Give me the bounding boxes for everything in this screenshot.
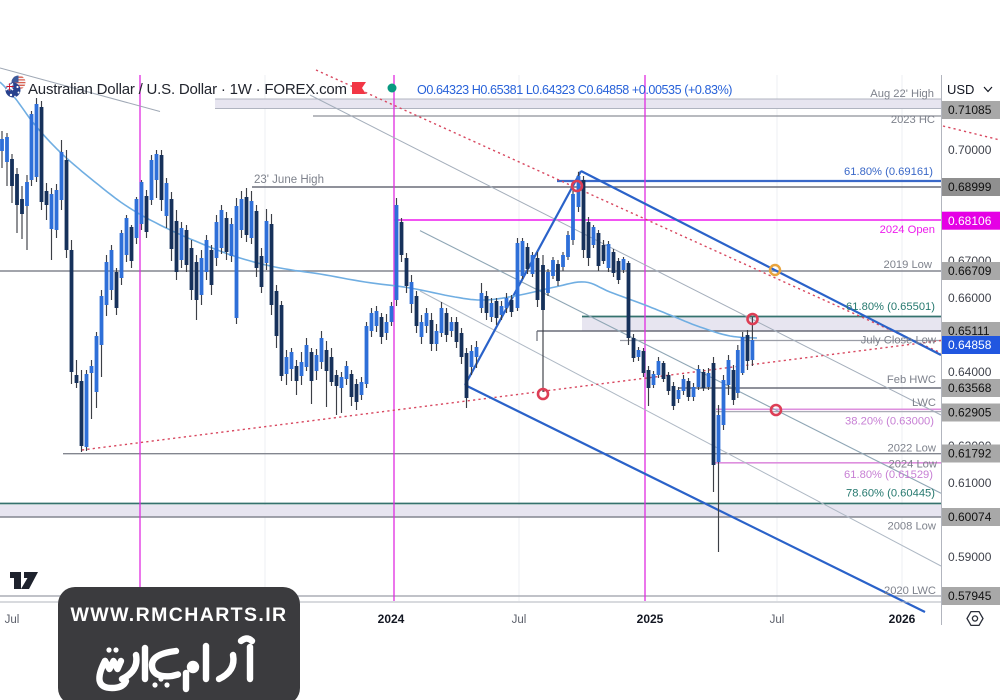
- svg-text:LWC: LWC: [912, 397, 936, 409]
- svg-text:2024 Open: 2024 Open: [880, 224, 935, 236]
- svg-text:2026: 2026: [889, 612, 916, 626]
- svg-text:0.68106: 0.68106: [948, 214, 992, 228]
- svg-text:0.62905: 0.62905: [948, 406, 992, 420]
- svg-text:Aug 22' High: Aug 22' High: [870, 88, 934, 100]
- svg-text:0.66000: 0.66000: [948, 291, 992, 305]
- svg-text:July Close Low: July Close Low: [861, 335, 937, 347]
- svg-text:0.68999: 0.68999: [948, 180, 992, 194]
- svg-text:USD: USD: [947, 82, 974, 97]
- svg-text:0.70000: 0.70000: [948, 143, 992, 157]
- svg-text:0.61000: 0.61000: [948, 476, 992, 490]
- svg-text:2023 HC: 2023 HC: [891, 114, 935, 126]
- svg-text:Jul: Jul: [770, 614, 785, 626]
- svg-text:0.71085: 0.71085: [948, 103, 992, 117]
- svg-text:O0.64323 H0.65381 L0.64323 C0.: O0.64323 H0.65381 L0.64323 C0.64858 +0.0…: [417, 83, 732, 97]
- svg-text:2022 Low: 2022 Low: [887, 443, 936, 455]
- svg-text:0.60074: 0.60074: [948, 510, 992, 524]
- svg-text:61.80% (0.69161): 61.80% (0.69161): [844, 166, 933, 178]
- svg-text:Jul: Jul: [512, 614, 527, 626]
- svg-text:2024 Low: 2024 Low: [888, 459, 937, 471]
- svg-text:0.63568: 0.63568: [948, 381, 992, 395]
- svg-text:0.57945: 0.57945: [948, 589, 992, 603]
- svg-text:61.80% (0.65501): 61.80% (0.65501): [846, 301, 935, 313]
- svg-text:2025: 2025: [637, 612, 664, 626]
- svg-text:0.59000: 0.59000: [948, 550, 992, 564]
- svg-text:2020 LWC: 2020 LWC: [884, 585, 936, 597]
- svg-text:23' June High: 23' June High: [254, 174, 324, 186]
- svg-text:Feb HWC: Feb HWC: [887, 374, 936, 386]
- svg-text:Jul: Jul: [5, 614, 20, 626]
- svg-text:0.65111: 0.65111: [948, 324, 990, 338]
- svg-text:2024: 2024: [378, 612, 405, 626]
- svg-text:2019 Low: 2019 Low: [883, 259, 932, 271]
- svg-text:0.61792: 0.61792: [948, 447, 992, 461]
- svg-text:0.64858: 0.64858: [948, 338, 992, 352]
- svg-text:38.20% (0.63000): 38.20% (0.63000): [845, 416, 934, 428]
- svg-text:WWW.RMCHARTS.IR: WWW.RMCHARTS.IR: [70, 604, 287, 626]
- svg-text:61.80% (0.61529): 61.80% (0.61529): [844, 469, 933, 481]
- svg-text:0.64000: 0.64000: [948, 365, 992, 379]
- svg-text:2008 Low: 2008 Low: [887, 521, 936, 533]
- svg-text:Australian Dollar / U.S. Dolla: Australian Dollar / U.S. Dollar · 1W · F…: [28, 81, 347, 98]
- svg-text:78.60% (0.60445): 78.60% (0.60445): [846, 488, 935, 500]
- svg-text:0.66709: 0.66709: [948, 264, 992, 278]
